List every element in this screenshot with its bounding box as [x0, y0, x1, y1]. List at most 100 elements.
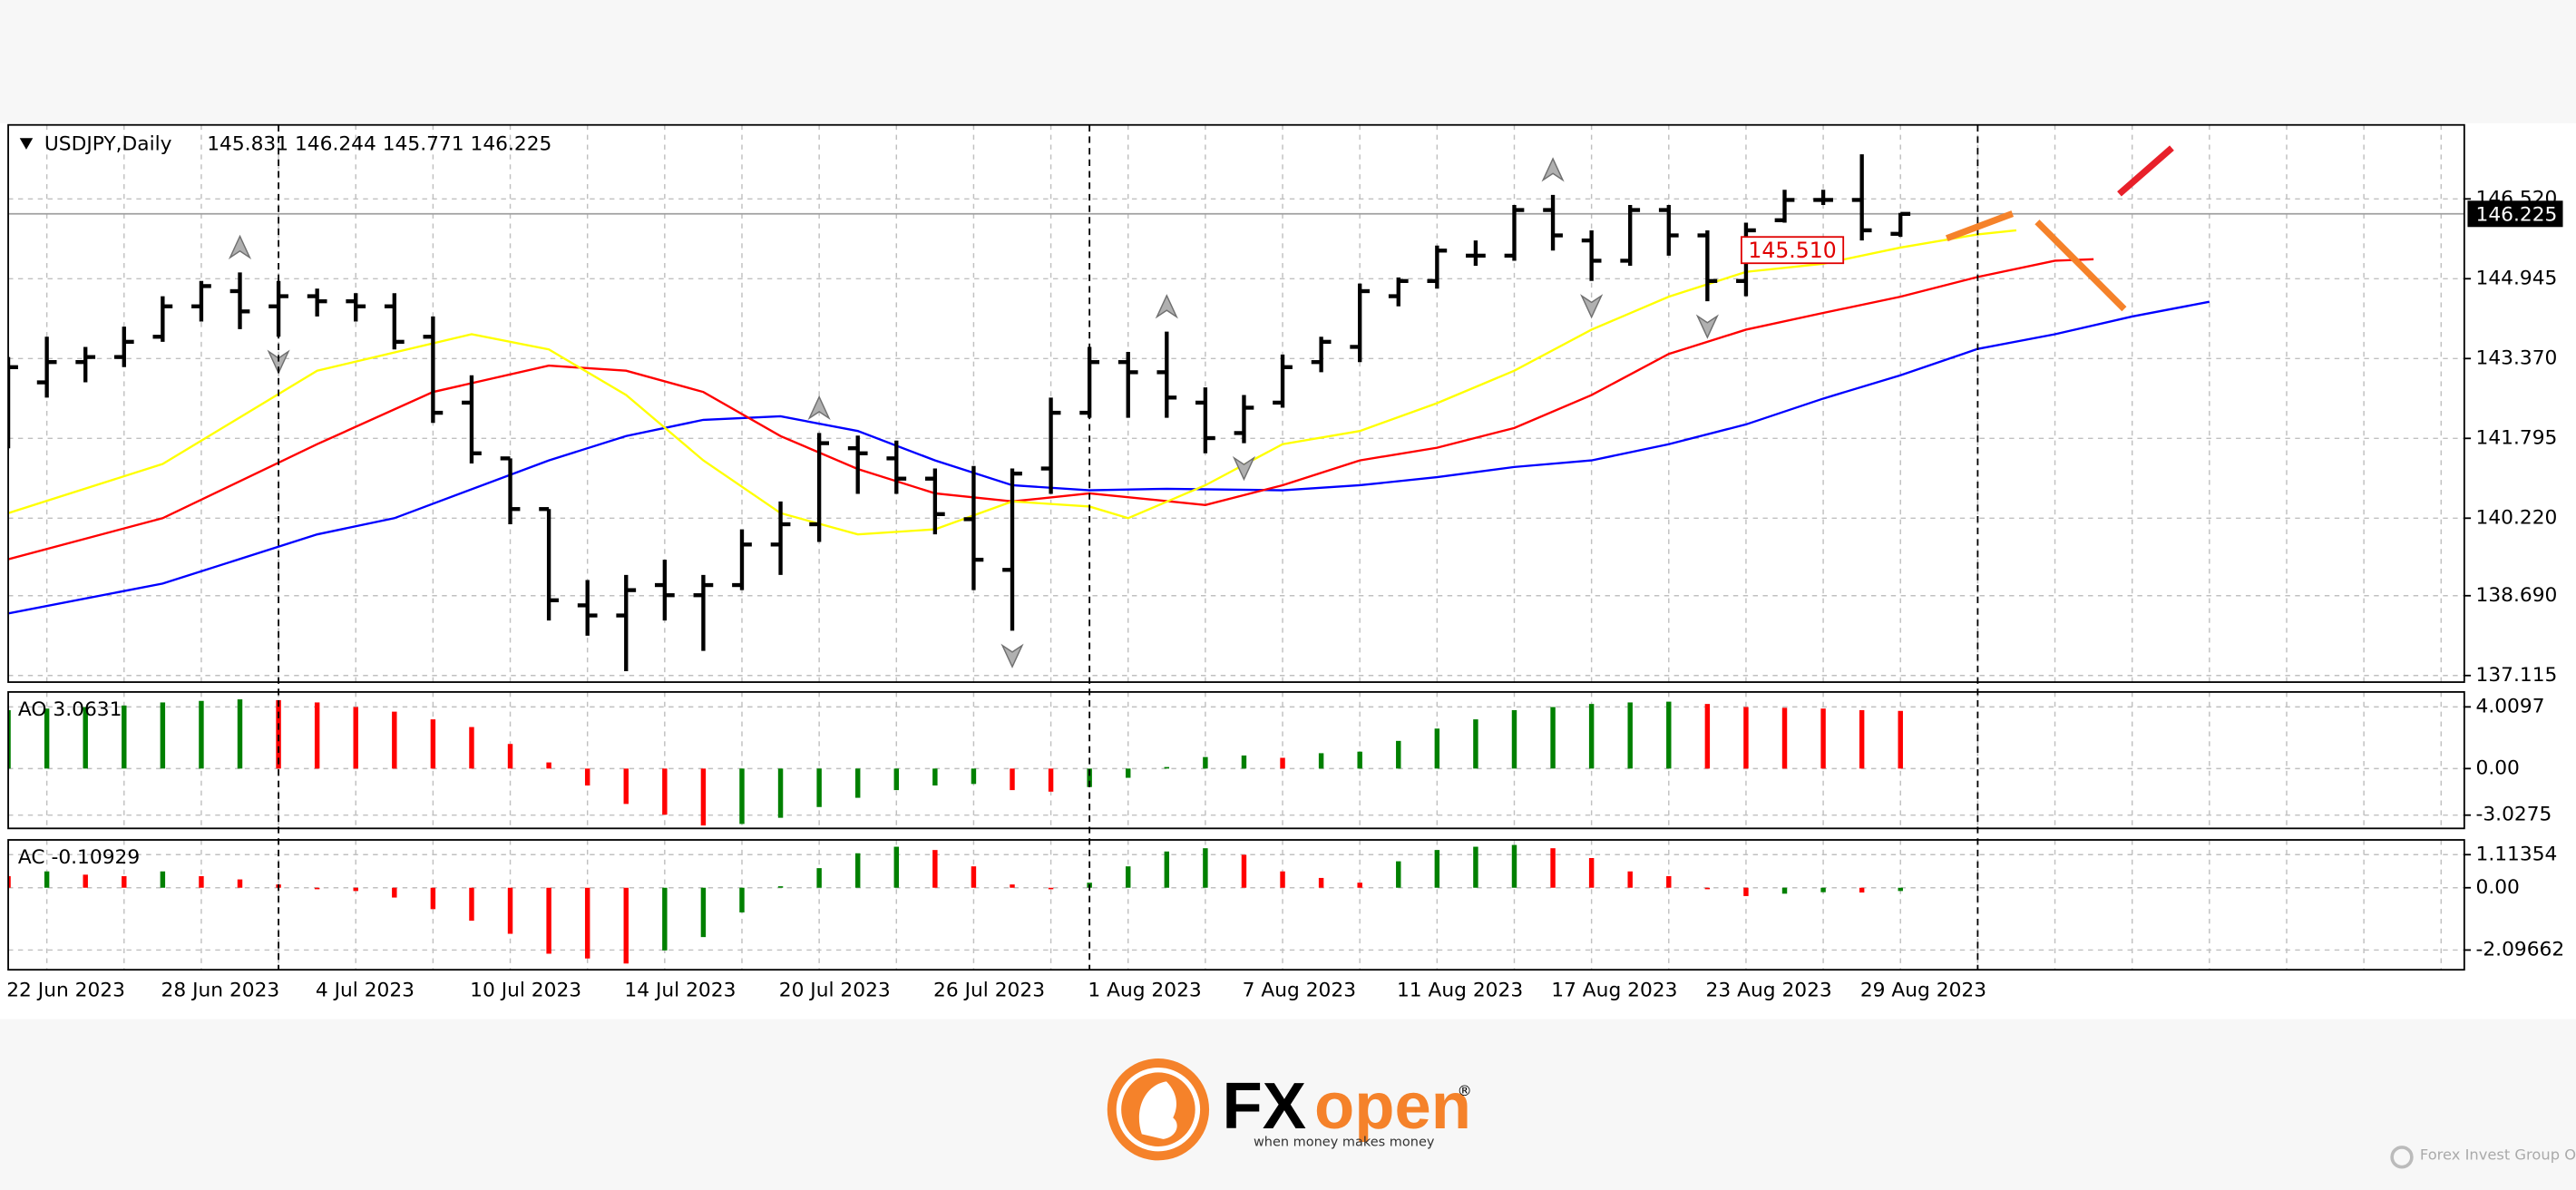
histogram-bar — [1511, 844, 1517, 888]
histogram-bar — [430, 887, 436, 910]
histogram-bar — [662, 768, 668, 815]
y-tick-label: 141.795 — [2476, 426, 2558, 449]
histogram-bar — [1280, 757, 1285, 769]
histogram-bar — [700, 887, 707, 938]
histogram-bar — [1550, 707, 1556, 769]
histogram-bar — [430, 719, 436, 769]
histogram-bar — [932, 768, 938, 786]
y-tick-label: -2.09662 — [2476, 938, 2565, 961]
histogram-bar — [199, 875, 204, 888]
histogram-bar — [932, 850, 938, 888]
x-tick-label: 28 Jun 2023 — [161, 980, 280, 1002]
fractal-down — [1695, 314, 1719, 339]
histogram-bar — [8, 709, 11, 769]
histogram-bar — [83, 707, 88, 769]
x-tick-label: 22 Jun 2023 — [6, 980, 125, 1002]
histogram-bar — [44, 871, 50, 888]
histogram-bar — [44, 708, 50, 769]
histogram-bar — [314, 702, 320, 769]
histogram-bar — [1820, 887, 1826, 892]
histogram-bar — [700, 768, 707, 826]
histogram-bar — [353, 887, 358, 892]
histogram-bar — [1164, 851, 1170, 888]
y-tick-label: 140.220 — [2476, 506, 2558, 529]
y-tick-label: 4.0097 — [2476, 695, 2545, 717]
fractal-down — [1580, 294, 1604, 319]
histogram-bar — [1280, 871, 1285, 888]
histogram-bar — [276, 699, 281, 769]
logo-lion — [1138, 1081, 1177, 1139]
histogram-bar — [971, 866, 977, 888]
x-tick-label: 14 Jul 2023 — [624, 980, 736, 1002]
histogram-bar — [854, 768, 861, 798]
histogram-bar — [584, 768, 590, 786]
logo-ring — [1116, 1067, 1201, 1152]
fractal-up — [1541, 157, 1565, 182]
histogram-bar — [1048, 768, 1054, 792]
histogram-bar — [392, 711, 397, 769]
histogram-bar — [1627, 702, 1633, 769]
histogram-bar — [1898, 710, 1903, 769]
histogram-bar — [122, 875, 127, 888]
logo-fx: FX — [1223, 1069, 1307, 1143]
tagline: when money makes money — [1254, 1135, 1435, 1149]
histogram-bar — [1396, 861, 1401, 888]
histogram-bar — [1511, 709, 1517, 769]
histogram-bar — [1859, 887, 1865, 892]
drawn-line — [2117, 145, 2174, 197]
histogram-bar — [1241, 854, 1247, 888]
histogram-bar — [777, 768, 784, 818]
x-tick-label: 29 Aug 2023 — [1860, 980, 1986, 1002]
ao-label: AO 3.0631 — [18, 698, 122, 721]
current-price-label: 146.225 — [2476, 204, 2558, 227]
fractal-up — [807, 395, 831, 421]
histogram-bar — [507, 887, 513, 934]
histogram-bar — [1396, 740, 1401, 769]
histogram-bar — [1781, 707, 1788, 769]
ao-panel-frame — [7, 691, 2465, 830]
histogram-bar — [1010, 768, 1015, 791]
histogram-bar — [816, 868, 822, 888]
histogram-bar — [1550, 848, 1556, 888]
header-triangle — [19, 138, 34, 150]
histogram-bar — [1357, 751, 1362, 769]
histogram-bar — [160, 871, 166, 888]
histogram-bar — [893, 768, 900, 791]
histogram-bar — [1473, 846, 1478, 888]
histogram-bar — [854, 853, 861, 888]
histogram-bar — [1434, 728, 1440, 769]
histogram-bar — [777, 886, 784, 888]
x-tick-label: 23 Aug 2023 — [1706, 980, 1832, 1002]
x-tick-label: 17 Aug 2023 — [1551, 980, 1677, 1002]
histogram-bar — [83, 874, 88, 888]
logo-reg: ® — [1458, 1082, 1472, 1099]
ac-panel-frame — [7, 839, 2465, 971]
histogram-bar — [1781, 887, 1788, 894]
y-tick-label: 1.11354 — [2476, 843, 2558, 865]
chart-background — [0, 122, 2576, 1019]
histogram-bar — [237, 699, 243, 769]
histogram-bar — [1898, 887, 1903, 892]
histogram-bar — [893, 846, 900, 888]
histogram-bar — [199, 700, 204, 769]
histogram-bar — [1704, 887, 1711, 890]
histogram-bar — [1203, 848, 1208, 888]
y-tick-label: 0.00 — [2476, 756, 2520, 779]
histogram-bar — [1126, 866, 1131, 888]
histogram-bar — [392, 887, 397, 898]
histogram-bar — [1666, 875, 1672, 888]
histogram-bar — [1859, 709, 1865, 769]
histogram-bar — [1743, 707, 1749, 769]
histogram-bar — [507, 744, 513, 769]
histogram-bar — [1318, 753, 1324, 769]
histogram-bar — [160, 702, 166, 769]
histogram-bar — [1627, 871, 1633, 888]
logo: FX open ® when money makes money — [1107, 1058, 1472, 1161]
x-tick-label: 11 Aug 2023 — [1397, 980, 1523, 1002]
histogram-bar — [623, 887, 629, 964]
histogram-bar — [1048, 887, 1054, 890]
symbol-label: USDJPY,Daily — [44, 132, 172, 155]
histogram-bar — [469, 727, 474, 769]
